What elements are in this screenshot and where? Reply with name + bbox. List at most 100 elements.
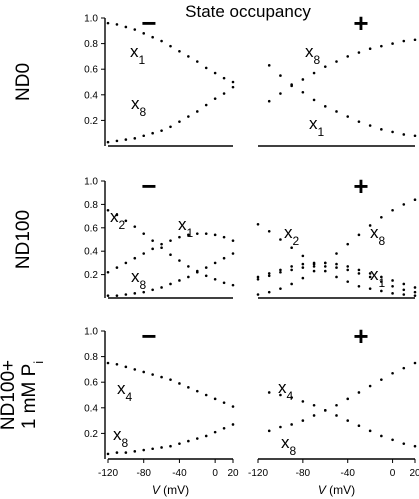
data-point [391,285,394,288]
series-x8 [106,85,235,144]
series-x1 [106,21,235,84]
data-point [204,232,208,235]
panel-plus: + x2 x8 x1 [256,171,417,299]
data-point [124,25,128,29]
data-point [222,256,226,260]
polarity-sign: − [141,171,156,201]
series-x8 [267,38,417,103]
y-tick-label: 0.4 [84,403,98,414]
series-label-x8: x8 [281,433,297,458]
series-label-x1: x1 [309,114,325,139]
data-point [231,423,235,426]
data-point [178,442,181,445]
data-point [279,268,282,272]
data-point [290,423,293,426]
figure-title: State occupancy [185,2,311,21]
data-point [187,265,190,268]
series-x1 [106,232,235,274]
data-point [222,401,226,404]
data-point [357,233,361,237]
x-tick-label: -80 [296,468,311,479]
y-tick-label: 0.8 [84,39,98,50]
data-point [133,225,137,228]
data-point [267,99,271,103]
data-point [195,270,199,274]
data-point [124,261,128,265]
data-point [213,71,217,75]
data-point [346,115,350,118]
data-point [413,134,417,138]
data-point [195,437,199,440]
data-point [267,391,271,394]
data-point [213,397,217,401]
data-point [402,133,406,136]
data-point [231,405,235,408]
series-x2 [106,208,235,287]
data-point [279,393,282,397]
data-point [151,247,154,251]
data-point [133,28,137,31]
x-axis-title: V (mV) [152,483,189,497]
data-point [357,120,361,123]
y-tick-label: 0.8 [84,200,98,211]
series-label-x8: x8 [131,267,147,292]
data-point [124,138,128,141]
data-point [391,42,394,45]
data-point [413,38,417,42]
data-point [133,137,137,140]
data-point [413,361,417,365]
data-point [357,285,361,288]
data-point [357,272,361,275]
data-point [213,233,217,237]
x-axis-title-var: V [152,483,161,497]
series-label-subscript: 8 [140,105,147,119]
data-point [106,452,110,456]
series-label-subscript: 8 [379,234,386,248]
data-point [169,239,172,242]
data-point [256,222,260,226]
data-point [391,208,394,212]
data-point [204,103,208,107]
data-point [391,438,394,442]
data-point [169,378,172,381]
data-point [267,230,271,233]
polarity-sign: + [353,8,368,38]
data-point [115,139,119,143]
data-point [346,265,350,268]
data-point [391,130,394,134]
polarity-sign: − [141,8,156,38]
data-point [368,47,372,51]
data-point [312,71,316,75]
data-point [290,265,293,268]
data-point [222,76,226,80]
data-point [256,275,260,279]
data-point [335,252,338,255]
data-point [346,397,350,401]
data-point [267,429,271,433]
data-point [312,262,316,266]
data-point [213,430,217,434]
data-point [256,277,260,281]
data-point [413,294,417,297]
data-point [402,442,406,445]
data-point [187,55,190,58]
series-label-subscript: 1 [379,276,386,290]
data-point [151,35,154,39]
data-point [178,235,181,239]
series-x8 [106,423,235,456]
x-tick-label: -120 [248,468,268,479]
data-point [323,269,327,273]
x-tick-label: 20 [409,468,419,479]
data-point [323,105,327,108]
data-point [380,434,383,438]
data-point [133,450,137,453]
data-point [142,232,146,235]
data-point [301,276,305,280]
series-label-x8: x8 [131,94,147,119]
y-tick-label: 0.6 [84,65,98,76]
data-point [301,419,305,422]
data-point [301,78,305,81]
data-point [115,213,119,217]
data-point [335,110,338,113]
data-point [115,362,119,366]
